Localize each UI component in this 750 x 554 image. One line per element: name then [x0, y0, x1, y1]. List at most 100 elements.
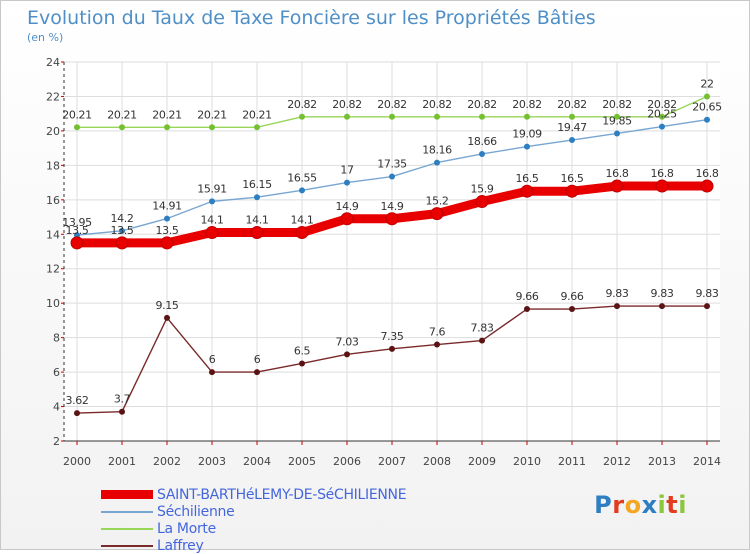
data-point-3 — [74, 410, 80, 417]
data-label-1: 16.15 — [242, 178, 272, 191]
data-point-0 — [430, 207, 444, 221]
x-tick-label: 2007 — [378, 455, 406, 468]
data-label-1: 19.85 — [602, 114, 632, 127]
data-label-2: 20.82 — [422, 98, 452, 111]
x-tick-label: 2012 — [603, 455, 631, 468]
data-label-0: 13.5 — [156, 224, 179, 237]
data-point-1 — [164, 215, 170, 222]
x-tick-label: 2014 — [693, 455, 721, 468]
data-label-3: 9.66 — [516, 290, 539, 303]
data-label-3: 7.6 — [429, 326, 446, 339]
data-label-1: 14.91 — [152, 200, 182, 213]
data-point-3 — [254, 369, 260, 376]
data-label-0: 14.1 — [291, 214, 314, 227]
data-point-1 — [704, 116, 710, 123]
legend-label: La Morte — [157, 520, 216, 537]
data-label-2: 20.82 — [377, 98, 407, 111]
data-point-1 — [254, 194, 260, 201]
logo-letter: x — [641, 491, 658, 519]
data-point-2 — [119, 124, 125, 131]
logo-letter: i — [678, 491, 687, 519]
data-point-3 — [434, 341, 440, 348]
legend-label: SAINT-BARTHéLEMY-DE-SéCHILIENNE — [157, 486, 407, 503]
data-label-1: 13.95 — [62, 216, 92, 229]
data-label-0: 16.5 — [516, 172, 539, 185]
data-label-0: 15.9 — [471, 183, 494, 196]
data-label-1: 17.35 — [377, 158, 407, 171]
data-label-2: 20.21 — [242, 108, 272, 121]
data-label-3: 9.15 — [156, 299, 179, 312]
y-tick-label: 22 — [46, 90, 60, 103]
y-tick-label: 10 — [46, 297, 60, 310]
data-label-3: 7.03 — [336, 335, 359, 348]
data-label-1: 20.65 — [692, 101, 722, 114]
data-label-3: 9.83 — [606, 287, 629, 300]
data-label-2: 20.21 — [62, 108, 92, 121]
legend-swatch — [101, 544, 153, 547]
data-label-0: 14.1 — [201, 214, 224, 227]
y-tick-label: 12 — [46, 263, 60, 276]
data-point-3 — [479, 337, 485, 344]
legend-swatch — [101, 527, 153, 530]
logo-letter: r — [612, 491, 625, 519]
x-tick-label: 2000 — [63, 455, 91, 468]
logo-letter: o — [624, 491, 642, 519]
data-label-3: 6 — [254, 353, 261, 366]
data-point-2 — [254, 124, 260, 131]
data-point-2 — [344, 113, 350, 120]
data-point-2 — [164, 124, 170, 131]
data-label-1: 15.91 — [197, 182, 227, 195]
data-label-0: 14.1 — [246, 214, 269, 227]
data-label-2: 22 — [700, 77, 713, 90]
data-point-2 — [74, 124, 80, 131]
data-point-0 — [520, 184, 534, 198]
data-label-2: 20.82 — [287, 98, 317, 111]
data-point-3 — [569, 306, 575, 313]
data-label-2: 20.82 — [467, 98, 497, 111]
data-point-0 — [610, 179, 624, 193]
data-label-3: 7.35 — [381, 330, 404, 343]
data-point-1 — [209, 198, 215, 205]
data-label-1: 16.55 — [287, 171, 317, 184]
y-tick-label: 4 — [53, 401, 60, 414]
data-point-1 — [389, 173, 395, 180]
data-point-2 — [209, 124, 215, 131]
y-tick-label: 6 — [53, 366, 60, 379]
data-point-1 — [569, 137, 575, 144]
data-point-1 — [119, 227, 125, 234]
data-label-2: 20.82 — [512, 98, 542, 111]
data-label-2: 20.82 — [602, 98, 632, 111]
y-tick-label: 24 — [46, 56, 60, 69]
data-point-3 — [164, 314, 170, 321]
data-label-1: 14.2 — [111, 212, 134, 225]
data-label-2: 20.21 — [107, 108, 137, 121]
data-label-2: 20.82 — [647, 98, 677, 111]
data-label-1: 17 — [340, 164, 354, 177]
data-point-3 — [344, 351, 350, 358]
x-tick-label: 2001 — [108, 455, 136, 468]
data-label-0: 13.5 — [111, 224, 134, 237]
data-label-0: 16.8 — [606, 167, 629, 180]
data-point-2 — [389, 113, 395, 120]
legend-item: Laffrey — [101, 537, 406, 554]
logo-letter: P — [594, 491, 613, 519]
data-point-2 — [704, 93, 710, 100]
x-tick-label: 2008 — [423, 455, 451, 468]
data-label-3: 6 — [209, 353, 216, 366]
data-point-0 — [655, 179, 669, 193]
data-point-0 — [160, 236, 174, 250]
unit-label: (en %) — [27, 31, 64, 44]
data-label-3: 9.66 — [561, 290, 584, 303]
legend-swatch — [101, 510, 153, 513]
data-point-3 — [299, 360, 305, 367]
data-label-0: 14.9 — [336, 200, 359, 213]
legend-item: SAINT-BARTHéLEMY-DE-SéCHILIENNE — [101, 486, 407, 503]
data-point-2 — [569, 113, 575, 120]
y-tick-label: 2 — [53, 435, 60, 448]
data-label-0: 15.2 — [426, 195, 449, 208]
data-point-1 — [434, 159, 440, 166]
data-label-3: 6.5 — [294, 344, 311, 357]
data-point-3 — [704, 303, 710, 310]
y-tick-label: 20 — [46, 125, 60, 138]
